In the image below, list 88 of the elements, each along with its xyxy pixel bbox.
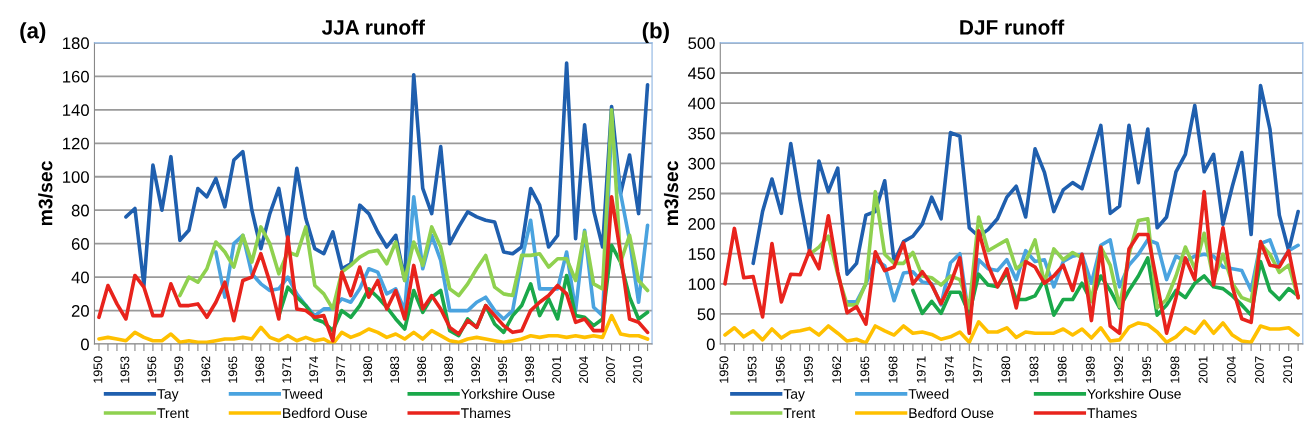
legend-label: Bedford Ouse — [283, 407, 368, 419]
legend-label: Tay — [157, 389, 179, 402]
line-series — [723, 189, 1300, 336]
chart-title: DJF runoff — [960, 19, 1065, 35]
x-tick-label: 1956 — [775, 356, 785, 383]
x-tick-label: 1998 — [525, 356, 535, 383]
x-tick-label: 1953 — [747, 356, 757, 383]
x-tick-label: 1974 — [309, 356, 319, 383]
x-tick-label: 1965 — [860, 356, 870, 383]
line-series — [124, 61, 650, 288]
y-tick-label: 250 — [688, 187, 715, 200]
x-tick-label: 1968 — [255, 356, 265, 383]
y-axis-title: m3/sec — [38, 161, 53, 226]
legend-label: Bedford Ouse — [909, 407, 994, 419]
x-tick-label: 1983 — [390, 356, 400, 383]
x-tick-label: 1986 — [1057, 356, 1067, 383]
y-tick-label: 100 — [688, 278, 715, 291]
x-tick-label: 1971 — [916, 356, 926, 383]
y-tick-label: 0 — [706, 338, 715, 351]
y-tick-label: 20 — [71, 305, 89, 317]
x-tick-label: 1980 — [363, 356, 373, 383]
y-tick-label: 40 — [71, 271, 89, 284]
x-tick-label: 1977 — [973, 356, 983, 383]
x-tick-label: 1995 — [1142, 356, 1152, 383]
x-tick-label: 2010 — [633, 356, 642, 384]
x-tick-label: 1965 — [228, 356, 238, 383]
y-tick-label: 350 — [688, 127, 715, 140]
line-series — [178, 108, 650, 311]
y-tick-label: 60 — [71, 238, 89, 250]
legend-label: Thames — [1087, 407, 1137, 419]
text: (a) — [20, 22, 46, 43]
y-tick-label: 180 — [63, 37, 89, 50]
y-tick-label: 500 — [688, 37, 715, 50]
x-tick-label: 1995 — [498, 356, 508, 383]
y-tick-label: 300 — [688, 157, 715, 170]
x-tick-label: 1992 — [471, 356, 481, 383]
x-tick-label: 1971 — [282, 356, 292, 383]
line-series — [723, 319, 1300, 345]
y-tick-label: 400 — [688, 97, 715, 110]
legend-label: Yorkshire Ouse — [461, 388, 555, 399]
y-tick-label: 0 — [80, 338, 89, 351]
x-tick-label: 2001 — [552, 356, 561, 384]
x-tick-label: 1989 — [444, 356, 454, 383]
x-tick-label: 1992 — [1114, 356, 1123, 383]
y-tick-label: 150 — [688, 248, 715, 260]
x-tick-label: 1953 — [120, 356, 130, 383]
y-tick-label: 140 — [63, 104, 89, 117]
y-tick-label: 80 — [71, 204, 89, 217]
line-series — [751, 83, 1300, 276]
y-tick-label: 100 — [63, 171, 89, 183]
legend-label: Tweed — [908, 388, 949, 399]
x-tick-label: 1986 — [417, 356, 427, 383]
x-tick-label: 1977 — [336, 356, 346, 383]
x-tick-label: 2007 — [606, 356, 615, 384]
x-tick-label: 1989 — [1085, 356, 1095, 383]
legend-label: Tweed — [282, 388, 322, 399]
x-tick-label: 1959 — [804, 356, 813, 383]
legend-label: Trent — [783, 408, 816, 419]
annotation: (b) — [642, 22, 669, 43]
legend-label: Tay — [783, 389, 805, 402]
line-series — [97, 313, 650, 345]
x-tick-label: 1968 — [888, 356, 898, 383]
x-tick-label: 1980 — [1001, 356, 1011, 383]
x-tick-label: 1962 — [201, 356, 211, 383]
y-tick-label: 50 — [697, 308, 715, 321]
x-tick-label: 2010 — [1283, 356, 1293, 384]
y-axis-title: m3/sec — [663, 161, 679, 226]
chart-title: JJA runoff — [321, 19, 425, 35]
legend-label: Thames — [461, 407, 511, 419]
x-tick-label: 1974 — [944, 356, 954, 383]
x-tick-label: 2004 — [1226, 356, 1236, 384]
x-tick-label: 1950 — [93, 356, 103, 383]
x-tick-label: 2007 — [1255, 356, 1264, 384]
legend-label: Trent — [157, 408, 189, 419]
line-series — [97, 195, 650, 343]
x-tick-label: 2001 — [1198, 356, 1208, 384]
x-tick-label: 1956 — [147, 356, 157, 383]
y-tick-label: 160 — [63, 70, 89, 83]
x-tick-label: 1950 — [719, 356, 729, 383]
x-tick-label: 1959 — [174, 356, 184, 383]
y-tick-label: 120 — [63, 137, 89, 150]
y-tick-label: 200 — [688, 218, 715, 230]
x-tick-label: 1983 — [1029, 356, 1039, 383]
x-tick-label: 2004 — [579, 356, 588, 384]
x-tick-label: 1962 — [832, 356, 842, 383]
x-tick-label: 1998 — [1170, 356, 1180, 383]
y-tick-label: 450 — [688, 67, 715, 80]
legend-label: Yorkshire Ouse — [1087, 388, 1181, 399]
